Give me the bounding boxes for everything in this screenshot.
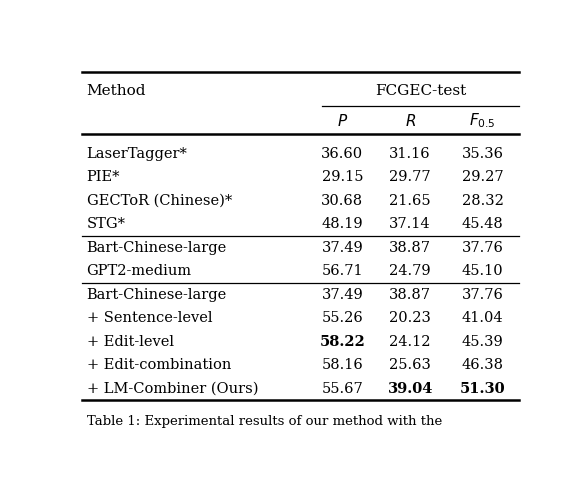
Text: 45.48: 45.48 bbox=[462, 217, 503, 231]
Text: Bart-Chinese-large: Bart-Chinese-large bbox=[86, 241, 227, 254]
Text: 21.65: 21.65 bbox=[390, 194, 431, 208]
Text: + Edit-level: + Edit-level bbox=[86, 335, 173, 348]
Text: 37.76: 37.76 bbox=[462, 241, 503, 254]
Text: + LM-Combiner (Ours): + LM-Combiner (Ours) bbox=[86, 382, 258, 395]
Text: 45.39: 45.39 bbox=[462, 335, 503, 348]
Text: STG*: STG* bbox=[86, 217, 126, 231]
Text: FCGEC-test: FCGEC-test bbox=[375, 84, 466, 98]
Text: 29.15: 29.15 bbox=[322, 170, 363, 184]
Text: 37.76: 37.76 bbox=[462, 288, 503, 301]
Text: 24.79: 24.79 bbox=[390, 264, 431, 278]
Text: 24.12: 24.12 bbox=[390, 335, 431, 348]
Text: 58.16: 58.16 bbox=[321, 358, 363, 372]
Text: + Edit-combination: + Edit-combination bbox=[86, 358, 231, 372]
Text: GPT2-medium: GPT2-medium bbox=[86, 264, 192, 278]
Text: 36.60: 36.60 bbox=[321, 147, 363, 161]
Text: 55.26: 55.26 bbox=[321, 311, 363, 325]
Text: $R$: $R$ bbox=[405, 113, 416, 129]
Text: 51.30: 51.30 bbox=[460, 382, 505, 395]
Text: 45.10: 45.10 bbox=[462, 264, 503, 278]
Text: 39.04: 39.04 bbox=[388, 382, 433, 395]
Text: 55.67: 55.67 bbox=[321, 382, 363, 395]
Text: Table 1: Experimental results of our method with the: Table 1: Experimental results of our met… bbox=[86, 416, 442, 428]
Text: 28.32: 28.32 bbox=[462, 194, 503, 208]
Text: 56.71: 56.71 bbox=[321, 264, 363, 278]
Text: 29.77: 29.77 bbox=[390, 170, 431, 184]
Text: LaserTagger*: LaserTagger* bbox=[86, 147, 187, 161]
Text: 38.87: 38.87 bbox=[389, 241, 431, 254]
Text: GECToR (Chinese)*: GECToR (Chinese)* bbox=[86, 194, 232, 208]
Text: $F_{0.5}$: $F_{0.5}$ bbox=[470, 112, 496, 130]
Text: Bart-Chinese-large: Bart-Chinese-large bbox=[86, 288, 227, 301]
Text: + Sentence-level: + Sentence-level bbox=[86, 311, 212, 325]
Text: 29.27: 29.27 bbox=[462, 170, 503, 184]
Text: 37.49: 37.49 bbox=[321, 288, 363, 301]
Text: PIE*: PIE* bbox=[86, 170, 120, 184]
Text: 58.22: 58.22 bbox=[319, 335, 365, 348]
Text: 41.04: 41.04 bbox=[462, 311, 503, 325]
Text: 20.23: 20.23 bbox=[390, 311, 431, 325]
Text: 25.63: 25.63 bbox=[390, 358, 431, 372]
Text: $P$: $P$ bbox=[337, 113, 348, 129]
Text: 37.14: 37.14 bbox=[390, 217, 431, 231]
Text: 48.19: 48.19 bbox=[321, 217, 363, 231]
Text: 30.68: 30.68 bbox=[321, 194, 363, 208]
Text: 37.49: 37.49 bbox=[321, 241, 363, 254]
Text: 35.36: 35.36 bbox=[461, 147, 503, 161]
Text: 38.87: 38.87 bbox=[389, 288, 431, 301]
Text: Method: Method bbox=[86, 84, 146, 98]
Text: 46.38: 46.38 bbox=[461, 358, 503, 372]
Text: 31.16: 31.16 bbox=[390, 147, 431, 161]
